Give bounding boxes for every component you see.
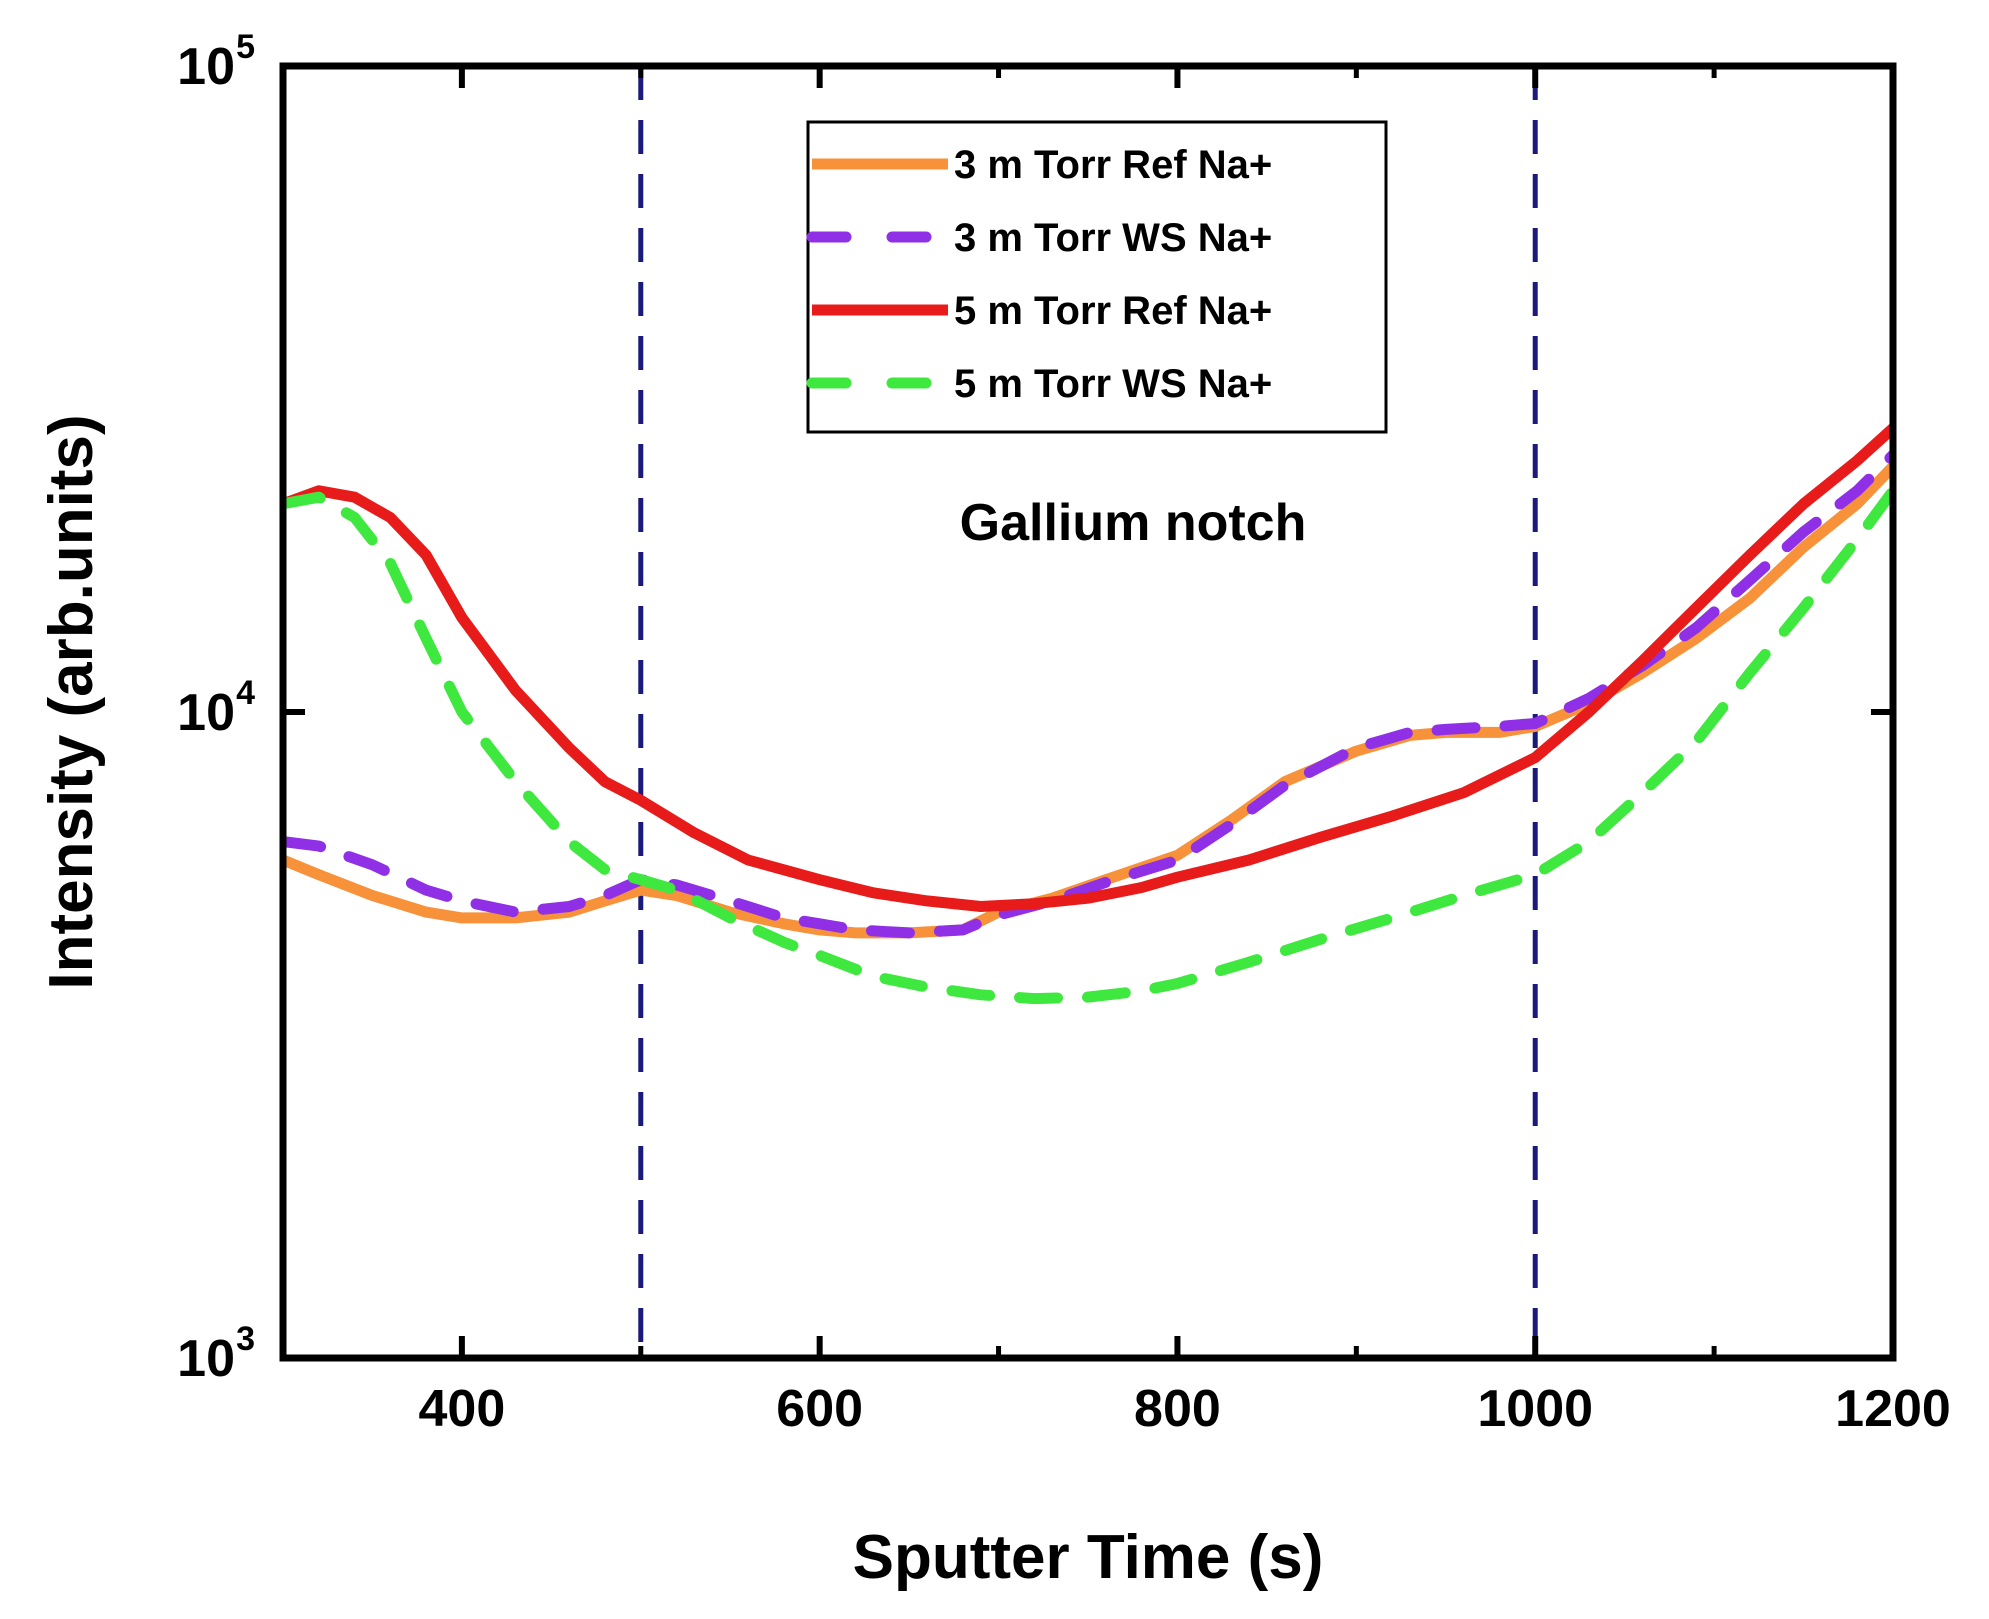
legend-label-2: 3 m Torr WS Na+ [954, 216, 1272, 260]
series-line-4 [283, 485, 1893, 1005]
series-line-3 [283, 424, 1893, 912]
x-tick-label-600: 600 [776, 1380, 863, 1438]
y-tick-label-10000: 10 [177, 684, 235, 742]
x-tick-label-400: 400 [419, 1380, 506, 1438]
legend: 3 m Torr Ref Na+ 3 m Torr WS Na+ 5 m Torr … [806, 120, 1388, 434]
y-tick-exponent-10000: 4 [236, 674, 255, 712]
y-tick-label-100000: 10 [177, 38, 235, 96]
y-tick-exponent-1000: 3 [236, 1320, 255, 1358]
y-axis-title: Intensity (arb.units) [37, 414, 106, 989]
x-tick-label-1200: 1200 [1835, 1380, 1951, 1438]
x-axis-title: Sputter Time (s) [853, 1523, 1324, 1592]
legend-label-4: 5 m Torr WS Na+ [954, 362, 1272, 406]
y-tick-label-1000: 10 [177, 1330, 235, 1388]
x-tick-label-1000: 1000 [1477, 1380, 1593, 1438]
x-tick-label-800: 800 [1134, 1380, 1221, 1438]
legend-label-3: 5 m Torr Ref Na+ [954, 289, 1272, 333]
plot-area [283, 66, 1893, 1358]
y-tick-exponent-100000: 5 [236, 28, 255, 66]
annotation-gallium-notch: Gallium notch [960, 494, 1307, 552]
legend-label-1: 3 m Torr Ref Na+ [954, 143, 1272, 187]
